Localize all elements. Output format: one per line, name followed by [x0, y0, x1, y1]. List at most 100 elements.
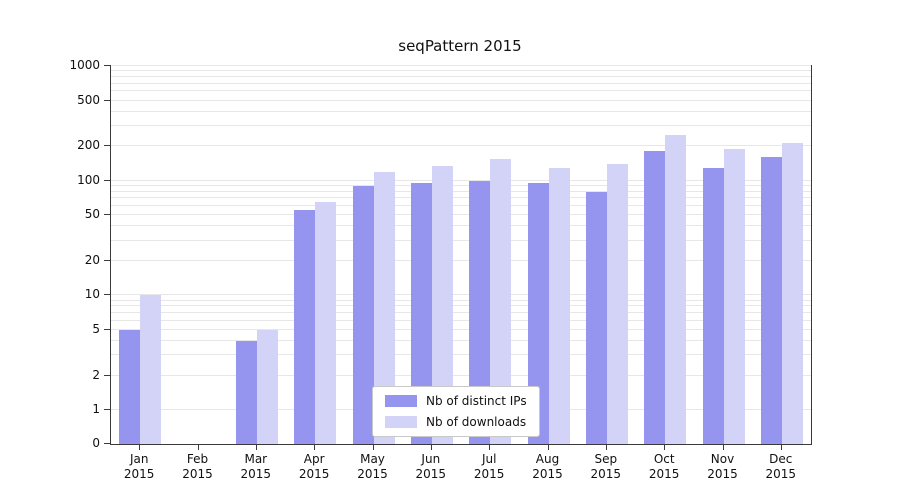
bar-distinct-ips-mar [235, 341, 257, 444]
y-tick-mark [104, 294, 110, 296]
gridline [111, 125, 811, 126]
bar-distinct-ips-may [352, 185, 374, 444]
bar-downloads-jul [490, 158, 512, 444]
legend-item: Nb of distinct IPs [385, 394, 527, 408]
plot-area: Nb of distinct IPs Nb of downloads [110, 65, 812, 445]
x-tick-label: Apr 2015 [298, 452, 330, 481]
y-tick-mark [104, 328, 110, 330]
bar-distinct-ips-apr [294, 210, 316, 444]
x-tick-label: Oct 2015 [648, 452, 680, 481]
x-tick-mark [489, 445, 491, 450]
legend-swatch-icon [385, 416, 417, 428]
y-tick-mark [104, 409, 110, 410]
bar-distinct-ips-oct [644, 151, 666, 444]
chart-title: seqPattern 2015 [398, 37, 522, 55]
x-tick-mark [547, 445, 549, 450]
gridline [111, 90, 811, 92]
legend: Nb of distinct IPs Nb of downloads [372, 386, 540, 437]
gridline [111, 340, 811, 341]
bar-downloads-may [373, 171, 395, 444]
bar-distinct-ips-nov [702, 167, 724, 444]
gridline [111, 259, 811, 261]
y-tick-label: 10 [84, 287, 100, 302]
x-tick-mark [780, 445, 782, 450]
y-tick-label: 1000 [69, 58, 100, 72]
gridline [111, 374, 811, 376]
bar-distinct-ips-jul [469, 180, 491, 444]
y-tick-mark [104, 214, 110, 216]
bar-downloads-sep [606, 163, 628, 444]
legend-label: Nb of distinct IPs [426, 394, 527, 408]
legend-item: Nb of downloads [385, 415, 527, 429]
y-tick-label: 0 [92, 436, 100, 450]
x-tick-label: May 2015 [357, 452, 388, 481]
x-tick-mark [139, 445, 141, 450]
bar-distinct-ips-jun [410, 183, 432, 444]
y-tick-mark [104, 179, 110, 181]
y-tick-label: 500 [77, 92, 100, 107]
x-tick-mark [314, 445, 316, 450]
gridline [111, 299, 811, 301]
x-tick-label: Mar 2015 [240, 452, 272, 481]
x-tick-label: Dec 2015 [765, 452, 797, 481]
gridline [111, 145, 811, 147]
y-tick-label: 1 [92, 402, 100, 416]
y-tick-mark [104, 99, 110, 101]
gridline [111, 70, 811, 72]
bar-downloads-jun [431, 165, 453, 444]
gridline [111, 65, 811, 66]
x-tick-label: Aug 2015 [532, 452, 563, 481]
gridline [111, 76, 811, 78]
y-tick-label: 5 [92, 321, 100, 336]
bar-downloads-oct [665, 135, 687, 444]
gridline [111, 184, 811, 186]
gridline [111, 239, 811, 241]
gridline [111, 225, 811, 227]
x-tick-mark [255, 445, 257, 450]
bar-distinct-ips-aug [527, 183, 549, 444]
gridline [111, 214, 811, 216]
x-tick-label: Sep 2015 [590, 452, 622, 481]
gridline [111, 110, 811, 112]
x-tick-mark [197, 445, 199, 450]
gridline [111, 319, 811, 321]
gridline [111, 305, 811, 307]
gridline [111, 294, 811, 296]
bar-downloads-jan [140, 295, 162, 444]
gridline [111, 179, 811, 181]
y-tick-label: 20 [84, 252, 100, 267]
bar-downloads-nov [723, 148, 745, 444]
x-tick-mark [430, 445, 432, 450]
x-tick-mark [722, 445, 724, 450]
x-tick-label: Jun 2015 [415, 452, 447, 481]
y-tick-label: 200 [77, 138, 100, 153]
y-tick-label: 50 [84, 207, 100, 222]
gridline [111, 354, 811, 356]
bar-distinct-ips-jan [119, 329, 141, 444]
gridline [111, 312, 811, 314]
gridline [111, 197, 811, 199]
gridline [111, 99, 811, 101]
y-tick-mark [104, 374, 110, 376]
y-tick-label: 100 [77, 172, 100, 187]
gridline [111, 328, 811, 330]
bar-distinct-ips-sep [585, 191, 607, 444]
y-tick-mark [104, 65, 110, 66]
bar-downloads-dec [781, 142, 803, 444]
x-tick-mark [605, 445, 607, 450]
x-tick-label: Jul 2015 [473, 452, 505, 481]
gridline [111, 82, 811, 84]
y-tick-label: 2 [92, 367, 100, 382]
gridline [111, 190, 811, 192]
legend-label: Nb of downloads [426, 415, 527, 429]
x-tick-mark [372, 445, 374, 450]
bar-downloads-mar [256, 329, 278, 444]
y-tick-mark [104, 145, 110, 147]
bar-downloads-aug [548, 167, 570, 444]
x-tick-mark [664, 445, 666, 450]
x-tick-label: Feb 2015 [182, 452, 213, 481]
bar-downloads-apr [315, 202, 337, 444]
x-tick-label: Jan 2015 [123, 452, 155, 481]
bar-distinct-ips-dec [760, 157, 782, 444]
